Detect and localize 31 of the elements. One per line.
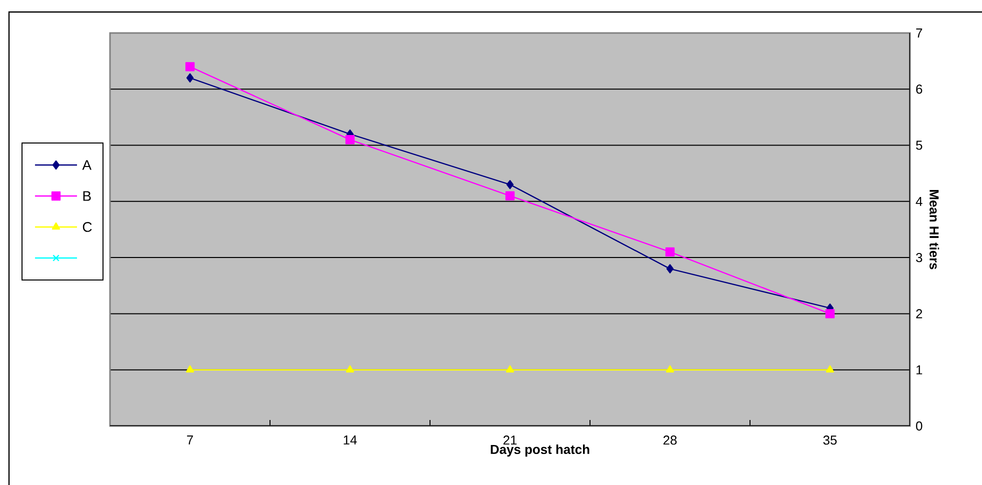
- y-axis-title: Mean HI tiers: [930, 190, 940, 270]
- y-tick-label: 7: [916, 28, 922, 38]
- point: [666, 365, 674, 372]
- y-tick-label: 5: [916, 140, 922, 150]
- legend-label: A: [82, 160, 92, 170]
- y-tick-label: 6: [916, 84, 922, 94]
- x-tick-label: 14: [344, 436, 357, 444]
- point: [185, 62, 195, 72]
- point: [346, 365, 354, 372]
- y-tick-label: 0: [916, 421, 922, 431]
- x-tick-label: 28: [663, 436, 677, 445]
- point: [825, 309, 835, 318]
- x-tick-label: 21: [503, 436, 517, 445]
- point: [506, 365, 514, 372]
- y-tick-label: 3: [916, 252, 922, 262]
- x-tick-label: 7: [187, 436, 193, 444]
- x-axis-title: Days post hatch: [490, 444, 590, 457]
- point: [186, 73, 194, 83]
- y-tick-label: 4: [916, 196, 922, 206]
- legend-label: C: [82, 222, 92, 232]
- point: [186, 365, 194, 372]
- x-tick-label: 35: [823, 436, 837, 445]
- point: [506, 180, 514, 190]
- point: [345, 135, 355, 144]
- y-tick-label: 2: [916, 309, 922, 318]
- point: [826, 365, 834, 372]
- point: [505, 191, 515, 200]
- point: [665, 247, 675, 257]
- legend-label: B: [83, 191, 91, 201]
- point: [666, 264, 674, 274]
- y-tick-label: 1: [916, 365, 922, 374]
